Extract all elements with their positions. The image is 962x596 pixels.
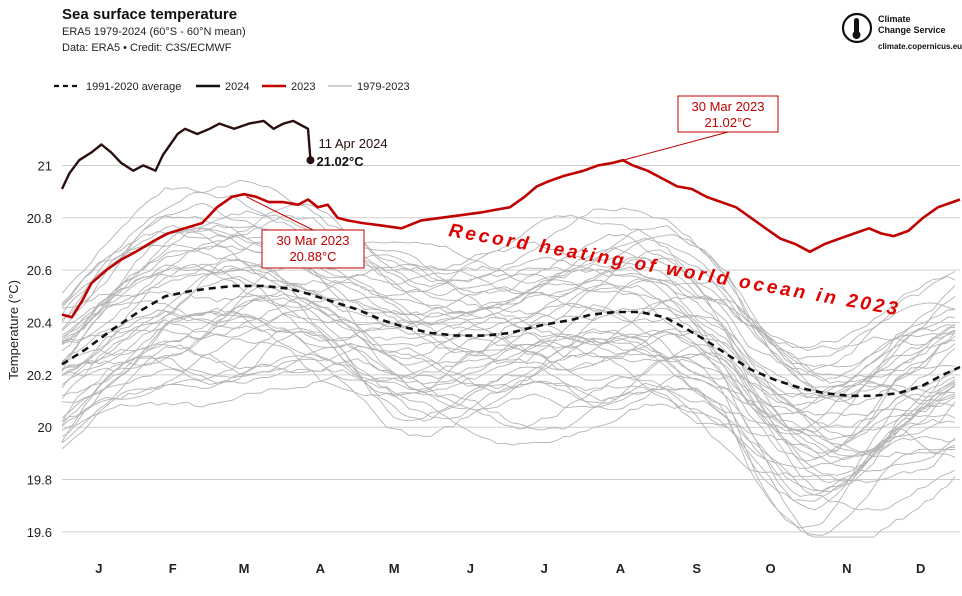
- history-year-line: [61, 310, 956, 417]
- gridlines: [62, 164, 960, 533]
- thermometer-icon: [854, 18, 859, 34]
- logo-ring-icon: [841, 12, 873, 44]
- annotation-2023-box-1: [261, 229, 365, 269]
- history-year-line: [61, 338, 956, 483]
- x-month-label: M: [239, 561, 250, 576]
- history-year-line: [61, 215, 956, 403]
- history-year-line: [61, 232, 956, 393]
- legend-label-2023: 2023: [291, 81, 315, 93]
- x-month-label: M: [389, 561, 400, 576]
- y-tick-label: 20.8: [27, 211, 52, 226]
- marker-2024-end: [306, 156, 315, 165]
- history-year-line: [61, 225, 956, 382]
- chart-credit: Data: ERA5 • Credit: C3S/ECMWF: [62, 42, 232, 54]
- history-year-line: [61, 227, 956, 351]
- annotation-2023-box-2-value: 21.02°C: [704, 115, 751, 130]
- y-tick-label: 20.2: [27, 368, 52, 383]
- history-year-line: [61, 297, 956, 493]
- x-month-label: J: [95, 561, 102, 576]
- y-tick-label: 20.6: [27, 263, 52, 278]
- history-year-line: [61, 330, 956, 529]
- x-month-label: S: [692, 561, 701, 576]
- logo-line1: Climate: [878, 14, 911, 24]
- series-2023-line: [61, 158, 961, 319]
- x-month-label: J: [467, 561, 474, 576]
- legend-label-history: 1979-2023: [357, 81, 410, 93]
- history-lines: [61, 180, 956, 538]
- x-month-label: A: [316, 561, 326, 576]
- annotation-2024-value: 21.02°C: [316, 154, 364, 169]
- history-year-line: [61, 263, 956, 406]
- history-year-line: [61, 327, 956, 492]
- y-tick-label: 20.4: [27, 316, 52, 331]
- y-axis-label: Temperature (°C): [6, 280, 21, 380]
- history-year-line: [61, 203, 956, 360]
- history-year-line: [61, 257, 956, 399]
- legend-label-2024: 2024: [225, 81, 249, 93]
- chart-title: Sea surface temperature: [62, 6, 237, 23]
- history-year-line: [61, 180, 956, 388]
- history-year-line: [61, 296, 956, 484]
- series-average-line: [61, 284, 961, 398]
- history-year-line: [61, 344, 956, 497]
- x-month-label: A: [616, 561, 626, 576]
- history-year-line: [61, 267, 956, 428]
- history-year-line: [61, 187, 956, 349]
- thermometer-bulb-icon: [852, 31, 861, 39]
- annotation-2023-box-1-leader: [246, 196, 314, 231]
- history-year-line: [61, 280, 956, 398]
- copernicus-logo: Climate Change Service climate.copernicu…: [841, 12, 962, 51]
- annotation-2023-box-2-date: 30 Mar 2023: [692, 99, 765, 114]
- annotation-2024-date: 11 Apr 2024: [318, 136, 387, 151]
- history-year-line: [61, 210, 956, 384]
- y-tick-labels: 19.6 19.8 20 20.2 20.4 20.6 20.8 21: [27, 158, 52, 539]
- annotation-2023-box-1-value: 20.88°C: [289, 249, 336, 264]
- x-month-label: O: [765, 561, 775, 576]
- history-year-line: [61, 277, 956, 457]
- main-series: [60, 119, 961, 398]
- chart-subtitle: ERA5 1979-2024 (60°S - 60°N mean): [62, 26, 246, 38]
- history-year-line: [61, 306, 956, 461]
- x-month-label: N: [842, 561, 851, 576]
- x-month-label: J: [541, 561, 548, 576]
- logo-url: climate.copernicus.eu: [878, 42, 962, 51]
- history-year-line: [61, 245, 956, 399]
- y-tick-label: 21: [38, 158, 52, 173]
- history-year-line: [61, 248, 956, 459]
- history-year-line: [61, 230, 956, 433]
- history-year-line: [61, 343, 956, 472]
- x-month-label: D: [916, 561, 925, 576]
- history-year-line: [61, 284, 956, 511]
- y-tick-label: 19.6: [27, 525, 52, 540]
- history-year-line: [61, 355, 956, 536]
- legend: 1991-2020 average 2024 2023 1979-2023: [54, 81, 410, 93]
- y-tick-label: 19.8: [27, 473, 52, 488]
- history-year-line: [61, 293, 956, 476]
- logo-line2: Change Service: [878, 25, 946, 35]
- annotation-2023-box-1-date: 30 Mar 2023: [277, 233, 350, 248]
- legend-label-avg: 1991-2020 average: [86, 81, 181, 93]
- history-year-line: [61, 234, 956, 406]
- history-year-line: [61, 202, 956, 367]
- annotation-2023-box-2-leader: [622, 131, 729, 161]
- history-year-line: [61, 259, 956, 418]
- annotation-2023-box-2: [677, 95, 779, 133]
- series-2024-line: [60, 119, 312, 190]
- y-tick-label: 20: [38, 420, 52, 435]
- history-year-line: [61, 368, 956, 469]
- x-month-label: F: [169, 561, 177, 576]
- history-year-line: [61, 358, 956, 511]
